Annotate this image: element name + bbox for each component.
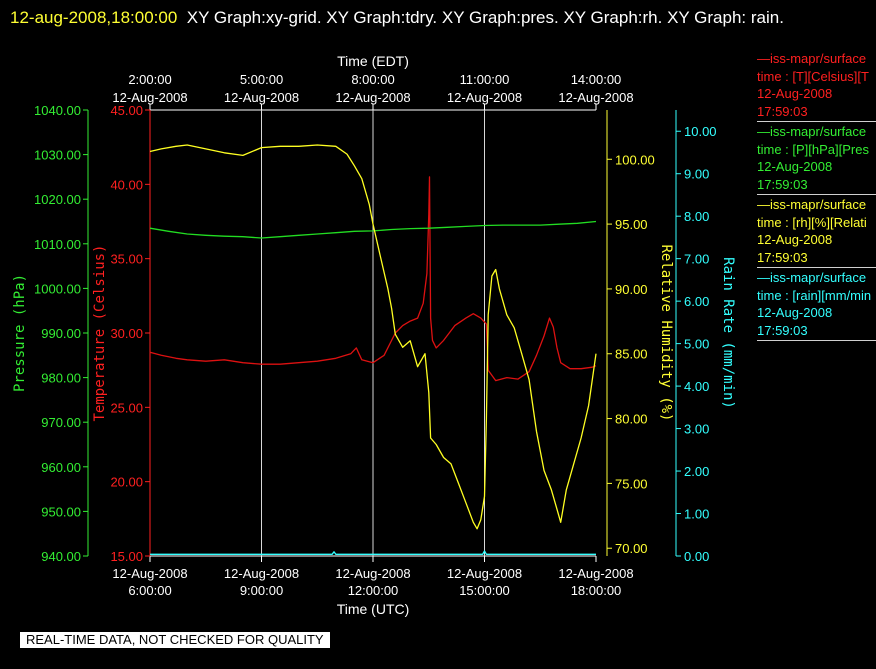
pressure-tick-label: 990.00 (41, 326, 81, 341)
rain-tick-label: 9.00 (684, 167, 709, 182)
legend-line: 17:59:03 (757, 103, 808, 119)
rain-tick-label: 5.00 (684, 337, 709, 352)
rain-tick-label: 2.00 (684, 464, 709, 479)
bottom-tick-date-label: 12-Aug-2008 (112, 566, 187, 581)
top-tick-date-label: 12-Aug-2008 (224, 90, 299, 105)
top-tick-time-label: 11:00:00 (460, 72, 510, 87)
page-header: 12-aug-2008,18:00:00 XY Graph:xy-grid. X… (10, 2, 870, 33)
humidity-tick-label: 95.00 (615, 217, 648, 232)
rain-tick-label: 3.00 (684, 422, 709, 437)
temperature-tick-label: 35.00 (110, 252, 143, 267)
legend-line: time : [rh][%][Relati (757, 214, 867, 230)
pressure-tick-label: 950.00 (41, 504, 81, 519)
header-graph-list: XY Graph:xy-grid. XY Graph:tdry. XY Grap… (186, 8, 784, 27)
legend-entry-pressure[interactable]: —iss-mapr/surface time : [P][hPa][Pres 1… (757, 123, 876, 195)
temperature-tick-label: 25.00 (110, 400, 143, 415)
humidity-tick-label: 85.00 (615, 347, 648, 362)
legend-line: 17:59:03 (757, 249, 808, 265)
legend-line: 17:59:03 (757, 322, 808, 338)
legend-line: —iss-mapr/surface (757, 124, 867, 139)
bottom-tick-time-label: 15:00:00 (459, 583, 510, 598)
top-tick-time-label: 8:00:00 (351, 72, 394, 87)
legend-line: 12-Aug-2008 (757, 86, 833, 101)
legend-line: —iss-mapr/surface (757, 197, 867, 212)
pressure-tick-label: 1040.00 (34, 103, 81, 118)
humidity-axis-label: Relative Humidity (%) (658, 244, 674, 421)
pressure-axis-label: Pressure (hPa) (12, 274, 28, 392)
bottom-tick-date-label: 12-Aug-2008 (335, 566, 410, 581)
top-tick-time-label: 2:00:00 (128, 72, 171, 87)
humidity-tick-label: 100.00 (615, 152, 655, 167)
rain-tick-label: 10.00 (684, 124, 717, 139)
temperature-tick-label: 15.00 (110, 549, 143, 564)
series-line-pressure (149, 220, 597, 239)
bottom-tick-time-label: 18:00:00 (571, 583, 622, 598)
pressure-tick-label: 1030.00 (34, 148, 81, 163)
bottom-tick-time-label: 12:00:00 (348, 583, 399, 598)
pressure-tick-label: 940.00 (41, 549, 81, 564)
rain-tick-label: 6.00 (684, 294, 709, 309)
legend: —iss-mapr/surface time : [T][Celsius][T … (757, 50, 876, 342)
legend-entry-temperature[interactable]: —iss-mapr/surface time : [T][Celsius][T … (757, 50, 876, 122)
humidity-tick-label: 75.00 (615, 476, 648, 491)
legend-line: 17:59:03 (757, 176, 808, 192)
bottom-tick-time-label: 9:00:00 (240, 583, 283, 598)
temperature-tick-label: 20.00 (110, 475, 143, 490)
legend-line: —iss-mapr/surface (757, 270, 867, 285)
legend-entry-rain[interactable]: —iss-mapr/surface time : [rain][mm/min 1… (757, 269, 876, 341)
rain-tick-label: 7.00 (684, 252, 709, 267)
top-tick-date-label: 12-Aug-2008 (335, 90, 410, 105)
humidity-tick-label: 90.00 (615, 282, 648, 297)
rain-axis-label: Rain Rate (mm/min) (720, 257, 736, 409)
legend-entry-humidity[interactable]: —iss-mapr/surface time : [rh][%][Relati … (757, 196, 876, 268)
legend-line: 12-Aug-2008 (757, 159, 833, 174)
top-tick-date-label: 12-Aug-2008 (112, 90, 187, 105)
legend-line: —iss-mapr/surface (757, 51, 867, 66)
series-line-temperature (149, 176, 597, 382)
bottom-tick-date-label: 12-Aug-2008 (558, 566, 633, 581)
temperature-axis-label: Temperature (Celsius) (92, 244, 108, 421)
quality-banner: REAL-TIME DATA, NOT CHECKED FOR QUALITY (20, 632, 330, 648)
legend-line: 12-Aug-2008 (757, 232, 833, 247)
temperature-tick-label: 30.00 (110, 326, 143, 341)
legend-line: time : [rain][mm/min (757, 287, 872, 303)
top-tick-date-label: 12-Aug-2008 (558, 90, 633, 105)
top-axis-title: Time (EDT) (337, 53, 409, 69)
pressure-tick-label: 960.00 (41, 460, 81, 475)
top-tick-time-label: 5:00:00 (240, 72, 283, 87)
bottom-tick-date-label: 12-Aug-2008 (224, 566, 299, 581)
humidity-tick-label: 70.00 (615, 541, 648, 556)
rain-tick-label: 0.00 (684, 549, 709, 564)
legend-line: time : [P][hPa][Pres (757, 141, 869, 157)
humidity-tick-label: 80.00 (615, 412, 648, 427)
temperature-tick-label: 40.00 (110, 177, 143, 192)
pressure-tick-label: 1010.00 (34, 237, 81, 252)
legend-line: 12-Aug-2008 (757, 305, 833, 320)
temperature-tick-label: 45.00 (110, 103, 143, 118)
rain-tick-label: 4.00 (684, 379, 709, 394)
pressure-tick-label: 980.00 (41, 371, 81, 386)
rain-tick-label: 8.00 (684, 209, 709, 224)
rain-tick-label: 1.00 (684, 507, 709, 522)
top-tick-time-label: 14:00:00 (571, 72, 622, 87)
bottom-axis-title: Time (UTC) (337, 601, 410, 617)
header-timestamp: 12-aug-2008,18:00:00 (10, 8, 178, 27)
pressure-tick-label: 970.00 (41, 415, 81, 430)
pressure-tick-label: 1000.00 (34, 281, 81, 296)
series-line-rain (150, 550, 596, 555)
top-tick-date-label: 12-Aug-2008 (447, 90, 522, 105)
bottom-tick-date-label: 12-Aug-2008 (447, 566, 522, 581)
pressure-tick-label: 1020.00 (34, 192, 81, 207)
bottom-tick-time-label: 6:00:00 (128, 583, 171, 598)
series-line-humidity (149, 144, 597, 530)
legend-line: time : [T][Celsius][T (757, 68, 869, 84)
